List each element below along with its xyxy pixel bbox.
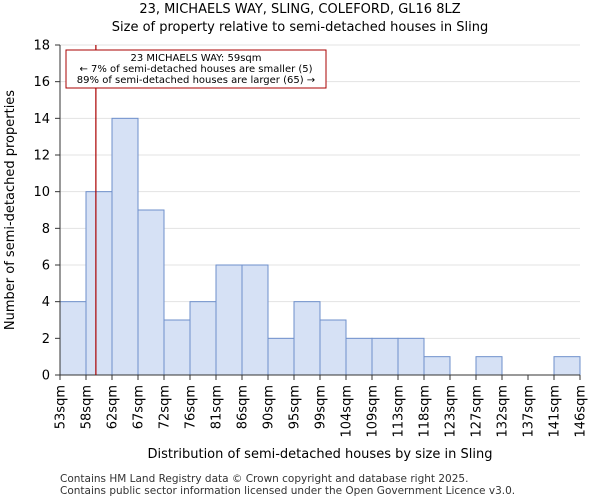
histogram-bar (241, 264, 269, 376)
histogram-bar (293, 301, 321, 376)
x-tick-label: 146sqm (574, 385, 589, 438)
x-tick-label: 72sqm (158, 385, 173, 429)
y-tick-label: 14 (33, 112, 50, 127)
x-tick-label: 109sqm (366, 385, 381, 438)
x-tick-label: 86sqm (236, 385, 251, 429)
histogram-bar (85, 191, 113, 376)
annotation-smaller: ← 7% of semi-detached houses are smaller… (79, 64, 312, 75)
y-tick-label: 12 (33, 149, 50, 164)
histogram-bar (137, 209, 165, 376)
x-tick-label: 53sqm (54, 385, 69, 429)
histogram-bar (59, 301, 87, 376)
x-axis-label: Distribution of semi-detached houses by … (148, 447, 493, 462)
x-tick-label: 113sqm (392, 385, 407, 438)
histogram-bar (215, 264, 243, 376)
histogram-bar (267, 337, 295, 376)
x-tick-label: 118sqm (418, 385, 433, 438)
x-tick-label: 90sqm (262, 385, 277, 429)
x-tick-label: 127sqm (470, 385, 485, 438)
y-tick-label: 6 (42, 259, 50, 274)
x-tick-label: 104sqm (340, 385, 355, 438)
chart-title: 23, MICHAELS WAY, SLING, COLEFORD, GL16 … (139, 2, 461, 17)
y-tick-label: 2 (42, 332, 50, 347)
x-tick-label: 141sqm (548, 385, 563, 438)
y-tick-label: 16 (33, 75, 50, 90)
footer-copyright: Contains HM Land Registry data © Crown c… (60, 473, 469, 485)
histogram-bar (319, 319, 347, 376)
y-axis-label: Number of semi-detached properties (3, 90, 18, 330)
histogram-bar (475, 356, 503, 376)
x-tick-label: 137sqm (522, 385, 537, 438)
annotation-title: 23 MICHAELS WAY: 59sqm (131, 53, 262, 64)
x-tick-label: 81sqm (210, 385, 225, 429)
histogram-bar (423, 356, 451, 376)
histogram-bar (189, 301, 217, 376)
x-tick-label: 58sqm (80, 385, 95, 429)
x-tick-label: 123sqm (444, 385, 459, 438)
histogram-bar (553, 356, 581, 376)
y-tick-label: 10 (33, 185, 50, 200)
histogram-bar (111, 117, 139, 376)
x-tick-label: 132sqm (496, 385, 511, 438)
x-tick-label: 62sqm (106, 385, 121, 429)
x-tick-label: 95sqm (288, 385, 303, 429)
histogram-bar (163, 319, 191, 376)
x-tick-label: 67sqm (132, 385, 147, 429)
x-tick-label: 76sqm (184, 385, 199, 429)
y-tick-label: 4 (42, 295, 50, 310)
histogram-bar (397, 337, 425, 376)
footer-licence: Contains public sector information licen… (60, 485, 516, 497)
y-tick-label: 8 (42, 222, 50, 237)
x-tick-label: 99sqm (314, 385, 329, 429)
y-tick-label: 0 (42, 369, 50, 384)
annotation-box (65, 49, 327, 89)
chart-subtitle: Size of property relative to semi-detach… (111, 20, 489, 35)
annotation-larger: 89% of semi-detached houses are larger (… (77, 75, 315, 86)
histogram-bar (345, 337, 373, 376)
histogram-bar (371, 337, 399, 376)
y-tick-label: 18 (33, 39, 50, 54)
